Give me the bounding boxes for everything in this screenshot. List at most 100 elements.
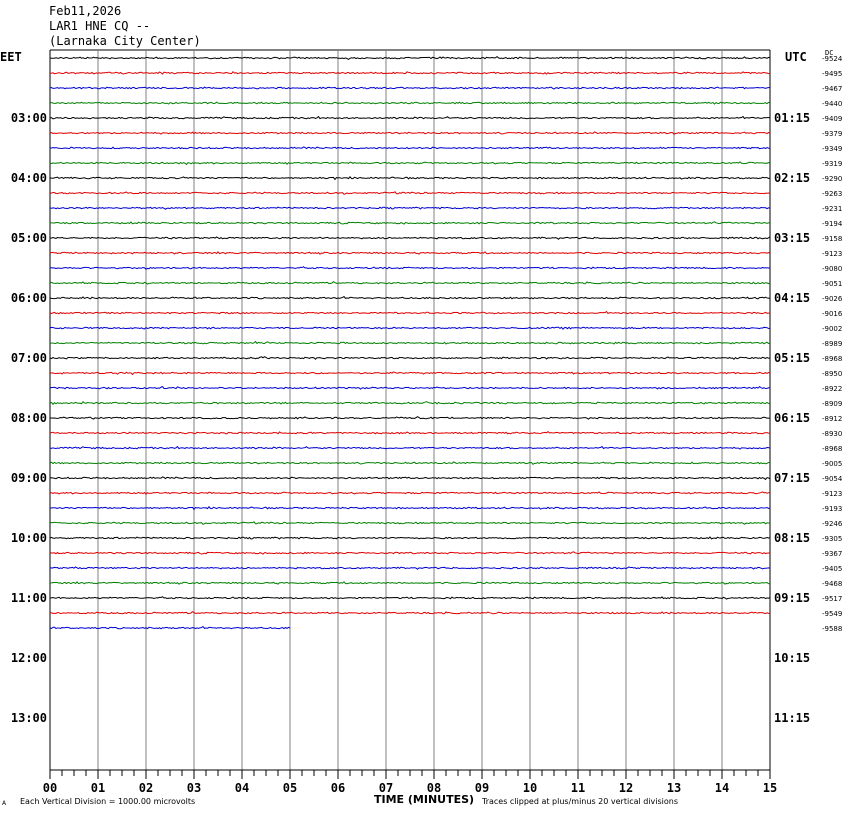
- seismic-trace: [49, 430, 771, 435]
- dc-offset-label: -9290: [822, 175, 842, 183]
- x-tick-label: 00: [43, 781, 57, 795]
- dc-offset-label: -9054: [822, 475, 843, 483]
- seismic-trace: [49, 521, 771, 525]
- x-axis-title: TIME (MINUTES): [374, 793, 475, 806]
- seismic-trace: [49, 146, 771, 150]
- left-hour-label: 11:00: [11, 591, 47, 605]
- x-tick-label: 03: [187, 781, 201, 795]
- dc-offset-label: -8909: [822, 400, 842, 408]
- seismic-trace: [49, 221, 771, 225]
- dc-offset-label: -9123: [822, 250, 842, 258]
- seismic-trace: [49, 326, 771, 330]
- corner-mark: A: [2, 800, 7, 807]
- dc-offset-label: -9440: [822, 100, 842, 108]
- x-tick-label: 06: [331, 781, 345, 795]
- right-hour-label: 07:15: [774, 471, 810, 485]
- dc-offset-label: -9405: [822, 565, 842, 573]
- seismic-trace: [49, 310, 771, 315]
- dc-offset-label: -9231: [822, 205, 842, 213]
- right-hour-label: 01:15: [774, 111, 810, 125]
- dc-offset-label: -9549: [822, 610, 842, 618]
- seismic-trace: [49, 551, 771, 555]
- seismic-trace: [49, 445, 771, 450]
- x-tick-label: 13: [667, 781, 681, 795]
- left-hour-label: 03:00: [11, 111, 47, 125]
- dc-offset-label: -9524: [822, 55, 843, 63]
- seismic-trace: [49, 536, 771, 540]
- right-timezone-label: UTC: [785, 50, 807, 64]
- dc-offset-label: -9193: [822, 505, 842, 513]
- x-axis-ticks: 00 01 02 03 04 05 06 07 08 09 10 11 12 13 14 15: [43, 770, 777, 795]
- left-hour-label: 13:00: [11, 711, 47, 725]
- dc-offset-label: -9468: [822, 580, 842, 588]
- dc-offset-label: -9379: [822, 130, 842, 138]
- x-tick-label: 04: [235, 781, 249, 795]
- seismic-trace: [49, 566, 771, 570]
- dc-offset-label: -9517: [822, 595, 842, 603]
- dc-offset-label: -8930: [822, 430, 842, 438]
- station-id: LAR1 HNE CQ --: [49, 19, 151, 33]
- plot-date: Feb11,2026: [49, 4, 122, 18]
- trace-group: [49, 55, 771, 630]
- dc-offset-label: -9467: [822, 85, 842, 93]
- right-hour-label: 10:15: [774, 651, 810, 665]
- x-tick-label: 14: [715, 781, 729, 795]
- seismic-trace: [49, 86, 771, 90]
- x-tick-label: 01: [91, 781, 105, 795]
- dc-offset-label: -9194: [822, 220, 843, 228]
- left-hour-label: 05:00: [11, 231, 47, 245]
- dc-offset-label: -9349: [822, 145, 842, 153]
- seismic-trace: [49, 461, 771, 466]
- left-hour-label: 12:00: [11, 651, 47, 665]
- left-hour-label: 08:00: [11, 411, 47, 425]
- dc-offset-label: -9016: [822, 310, 843, 318]
- seismic-trace: [49, 356, 771, 360]
- dc-offset-label: -8968: [822, 445, 842, 453]
- seismic-trace: [49, 251, 771, 255]
- seismic-trace: [49, 55, 771, 61]
- dc-offset-label: -9158: [822, 235, 842, 243]
- seismic-trace: [49, 610, 771, 615]
- x-tick-label: 10: [523, 781, 537, 795]
- right-hour-label: 02:15: [774, 171, 810, 185]
- left-hour-label: 10:00: [11, 531, 47, 545]
- dc-offset-label: -9123: [822, 490, 842, 498]
- seismic-trace: [49, 101, 771, 105]
- dc-offset-label: -9263: [822, 190, 842, 198]
- clip-note: Traces clipped at plus/minus 20 vertical…: [482, 797, 679, 806]
- right-hour-label: 03:15: [774, 231, 810, 245]
- seismic-trace: [49, 476, 771, 481]
- left-timezone-label: EET: [0, 50, 22, 64]
- seismic-trace: [49, 176, 771, 181]
- dc-offset-label: -8968: [822, 355, 842, 363]
- dc-offset-label: -9305: [822, 535, 842, 543]
- dc-offset-label: -9495: [822, 70, 842, 78]
- seismic-trace: [49, 115, 771, 120]
- seismic-trace: [49, 416, 771, 420]
- seismic-trace: [49, 506, 771, 511]
- dc-offset-label: -9367: [822, 550, 842, 558]
- station-location: (Larnaka City Center): [49, 34, 201, 48]
- x-tick-label: 11: [571, 781, 585, 795]
- seismic-trace: [49, 625, 291, 630]
- dc-offset-label: -9319: [822, 160, 842, 168]
- dc-offset-label: -9588: [822, 625, 842, 633]
- dc-offset-label: -9246: [822, 520, 843, 528]
- seismic-trace: [49, 206, 771, 210]
- left-hour-label: 06:00: [11, 291, 47, 305]
- seismic-trace: [49, 71, 771, 75]
- x-tick-label: 09: [475, 781, 489, 795]
- dc-offset-label: -8912: [822, 415, 842, 423]
- seismic-trace: [49, 401, 771, 406]
- x-tick-label: 12: [619, 781, 633, 795]
- seismic-trace: [49, 371, 771, 376]
- right-hour-label: 05:15: [774, 351, 810, 365]
- dc-offset-label: -8989: [822, 340, 842, 348]
- right-hour-label: 09:15: [774, 591, 810, 605]
- seismic-trace: [49, 340, 771, 345]
- seismic-trace: [49, 491, 771, 496]
- dc-offset-label: -9026: [822, 295, 843, 303]
- right-hour-label: 04:15: [774, 291, 810, 305]
- seismic-trace: [49, 236, 771, 240]
- dc-offset-label: -9409: [822, 115, 842, 123]
